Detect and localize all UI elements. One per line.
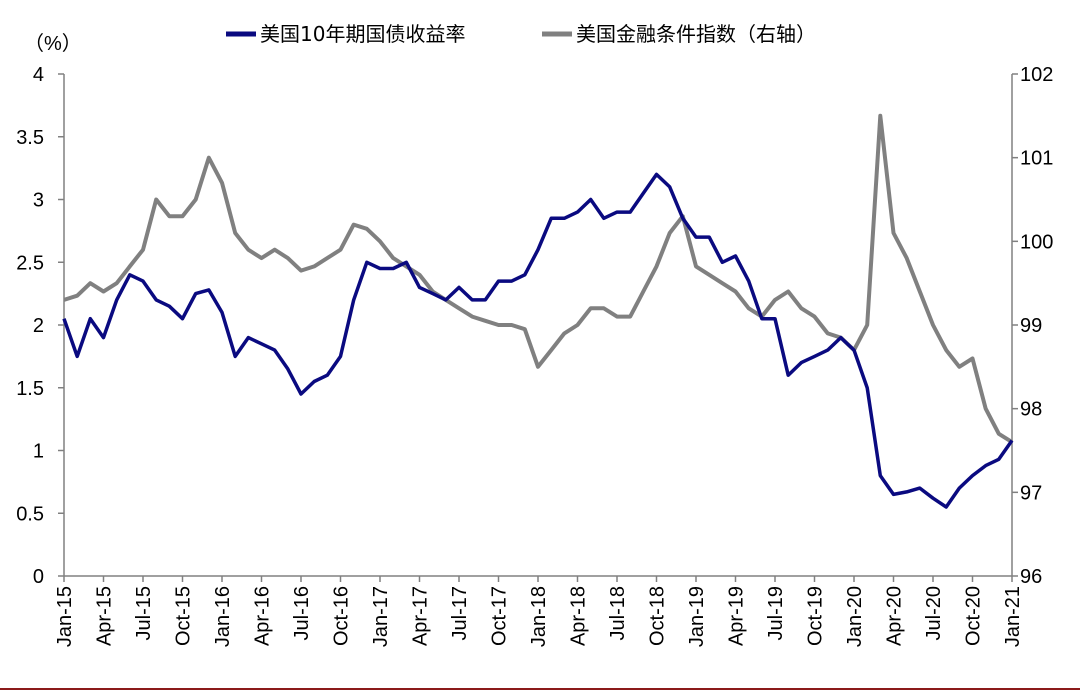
bottom-rule xyxy=(0,688,1080,690)
x-tick-label: Jan-20 xyxy=(844,586,866,647)
left-tick-label: 2.5 xyxy=(16,252,44,274)
x-tick-label: Oct-18 xyxy=(647,586,669,646)
x-tick-label: Oct-17 xyxy=(489,586,511,646)
x-tick-label: Apr-20 xyxy=(884,586,906,646)
left-tick-label: 3.5 xyxy=(16,127,44,149)
left-tick-label: 4 xyxy=(33,64,44,86)
left-tick-label: 0.5 xyxy=(16,503,44,525)
x-tick-label: Oct-16 xyxy=(331,586,353,646)
right-tick-label: 100 xyxy=(1020,231,1053,253)
left-axis-ticks: 0 0.5 1 1.5 2 2.5 3 3.5 4 xyxy=(16,64,64,588)
x-tick-label: Oct-19 xyxy=(805,586,827,646)
legend-label-yield: 美国10年期国债收益率 xyxy=(260,22,465,46)
x-tick-label: Apr-17 xyxy=(410,586,432,646)
right-tick-label: 99 xyxy=(1020,315,1042,337)
x-tick-label: Jul-18 xyxy=(607,586,629,640)
axes xyxy=(63,74,1013,577)
left-tick-label: 1.5 xyxy=(16,378,44,400)
legend: 美国10年期国债收益率 美国金融条件指数（右轴） xyxy=(226,22,816,46)
x-tick-label: Jul-16 xyxy=(291,586,313,640)
left-tick-label: 1 xyxy=(33,441,44,463)
left-axis-unit-label: （%） xyxy=(24,32,82,55)
left-tick-label: 0 xyxy=(33,566,44,588)
x-tick-label: Jan-16 xyxy=(212,586,234,647)
x-tick-label: Apr-16 xyxy=(252,586,274,646)
x-tick-label: Jan-19 xyxy=(686,586,708,647)
left-tick-label: 3 xyxy=(33,190,44,212)
x-tick-label: Jul-19 xyxy=(765,586,787,640)
x-tick-label: Apr-15 xyxy=(94,586,116,646)
x-tick-label: Jul-20 xyxy=(923,586,945,640)
x-tick-label: Jan-17 xyxy=(370,586,392,647)
right-tick-label: 98 xyxy=(1020,399,1042,421)
x-tick-label: Jan-18 xyxy=(528,586,550,647)
x-tick-label: Jul-17 xyxy=(449,586,471,640)
x-tick-label: Jan-21 xyxy=(1002,586,1024,647)
x-axis-ticks: Jan-15 Apr-15 Jul-15 Oct-15 Jan-16 Apr-16 Jul-… xyxy=(54,576,1024,647)
x-tick-label: Apr-19 xyxy=(726,586,748,646)
right-tick-label: 101 xyxy=(1020,148,1053,170)
right-tick-label: 96 xyxy=(1020,566,1042,588)
series-line-yield xyxy=(62,172,1014,509)
series-line-fci xyxy=(63,113,1014,444)
left-tick-label: 2 xyxy=(33,315,44,337)
right-tick-label: 102 xyxy=(1020,64,1053,86)
x-tick-label: Jul-15 xyxy=(133,586,155,640)
x-tick-label: Oct-20 xyxy=(963,586,985,646)
x-tick-label: Apr-18 xyxy=(568,586,590,646)
x-tick-label: Jan-15 xyxy=(54,586,76,647)
legend-label-fci: 美国金融条件指数（右轴） xyxy=(576,22,816,46)
right-tick-label: 97 xyxy=(1020,482,1042,504)
right-axis-ticks: 96 97 98 99 100 101 102 xyxy=(1012,64,1053,588)
x-tick-label: Oct-15 xyxy=(173,586,195,646)
